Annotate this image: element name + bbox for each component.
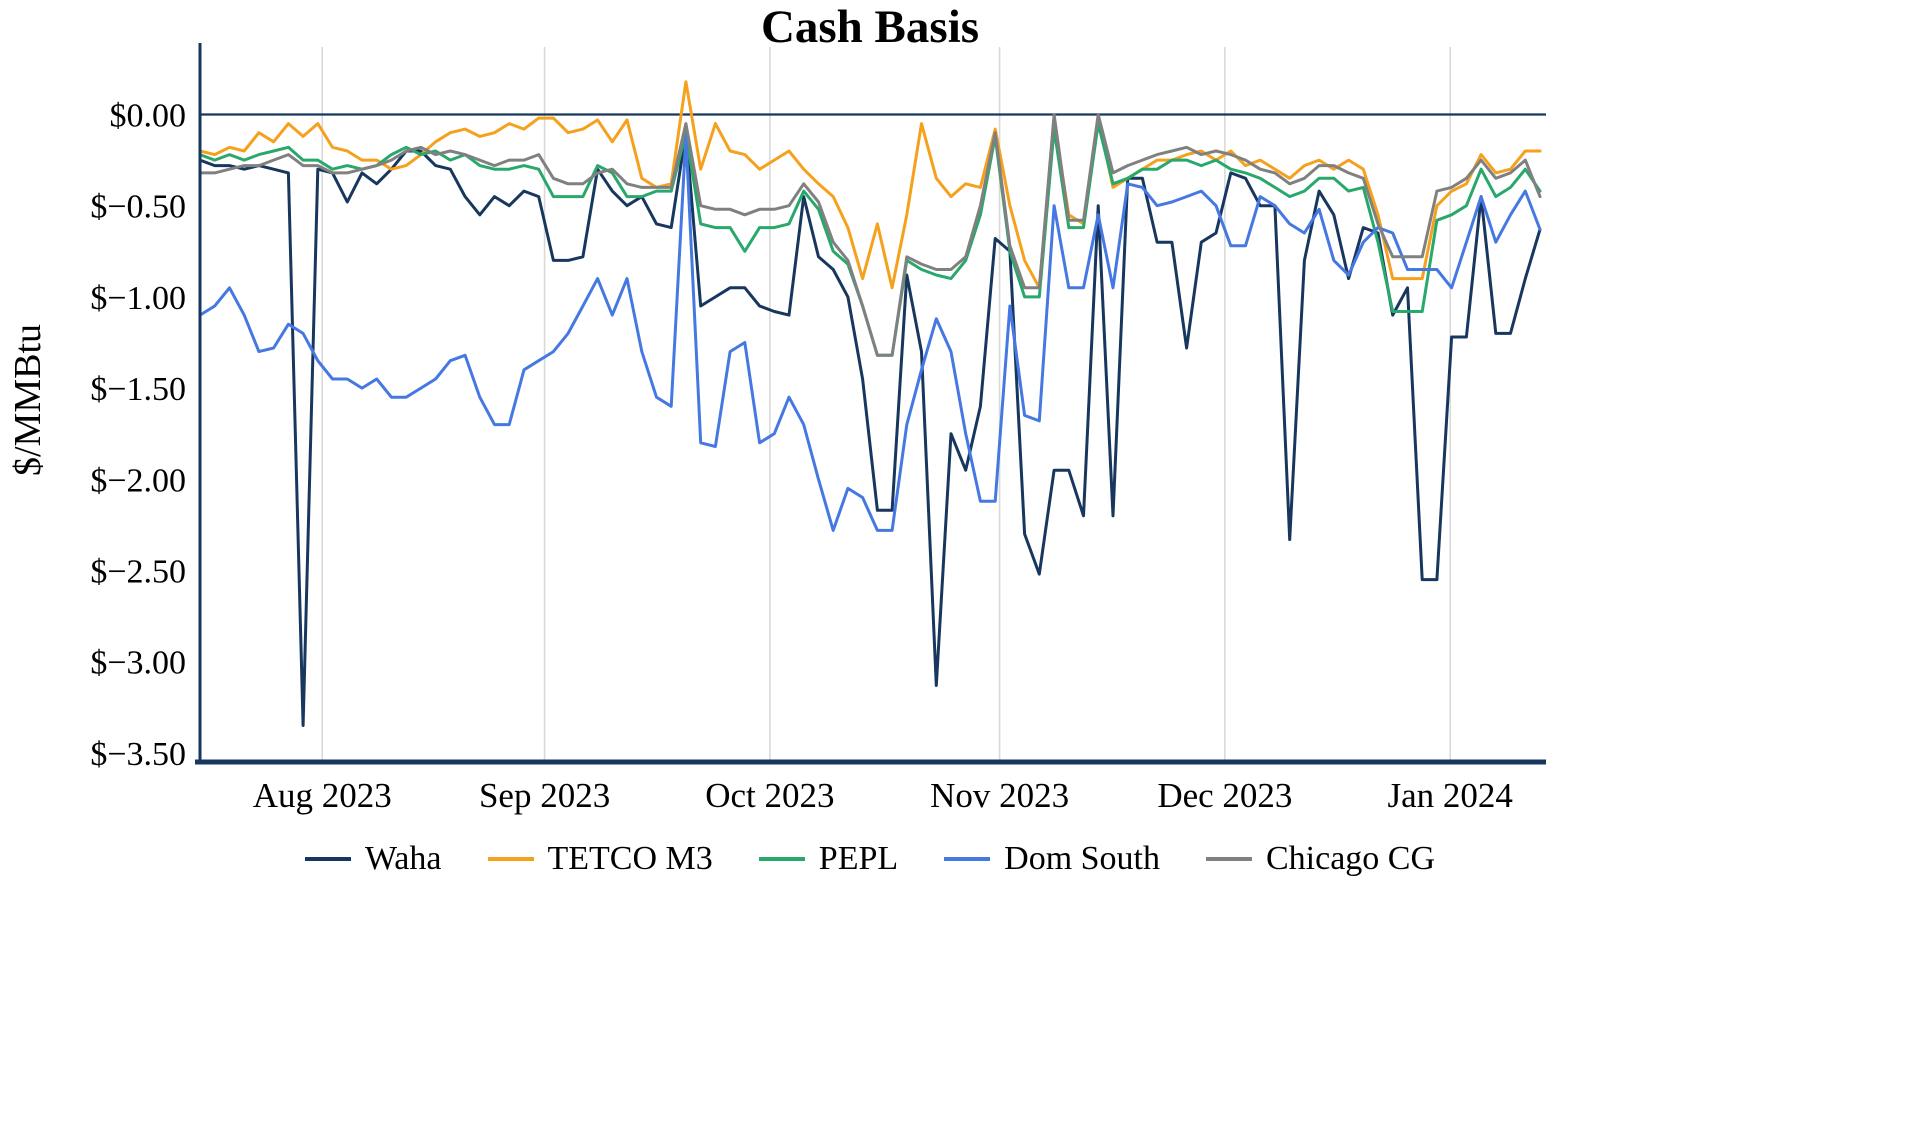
y-tick-label: $−1.50 (90, 371, 186, 408)
series-line-dom-south (198, 134, 1542, 532)
x-tick-label: Nov 2023 (930, 776, 1069, 815)
y-tick-label: $−0.50 (90, 189, 186, 226)
y-tick-label: $−2.00 (90, 462, 186, 499)
legend-swatch-line (487, 857, 534, 861)
y-tick-label: $0.00 (110, 97, 187, 134)
x-tick-label: Sep 2023 (479, 776, 610, 815)
legend-item-tetco-m3: TETCO M3 (487, 840, 713, 878)
x-tick-label: Dec 2023 (1157, 776, 1292, 815)
series-line-chicago-cg (198, 113, 1542, 357)
x-tick-label: Oct 2023 (705, 776, 834, 815)
legend-label: Chicago CG (1266, 840, 1436, 877)
legend-item-chicago-cg: Chicago CG (1206, 840, 1435, 878)
y-tick-label: $−2.50 (90, 553, 186, 590)
x-tick-label: Aug 2023 (253, 776, 392, 815)
legend-swatch-line (304, 857, 351, 861)
legend-label: Dom South (1004, 840, 1160, 877)
y-tick-label: $−1.00 (90, 280, 186, 317)
series-line-waha (198, 131, 1542, 727)
y-tick-label: $−3.00 (90, 645, 186, 682)
legend-label: PEPL (818, 840, 899, 877)
y-tick-label: $−3.50 (90, 736, 186, 773)
x-tick-label: Jan 2024 (1387, 776, 1512, 815)
legend-label: TETCO M3 (547, 840, 713, 877)
legend-item-waha: Waha (304, 840, 442, 878)
legend-swatch-line (1206, 857, 1252, 861)
legend-swatch-line (944, 857, 991, 861)
legend-item-dom-south: Dom South (944, 840, 1160, 878)
legend-label: Waha (364, 840, 442, 877)
chart-legend: Waha TETCO M3 PEPL Dom South Chicago CG (200, 840, 1540, 878)
legend-item-pepl: PEPL (758, 840, 899, 878)
legend-swatch-line (758, 857, 805, 861)
chart-title: Cash Basis (760, 1, 980, 53)
